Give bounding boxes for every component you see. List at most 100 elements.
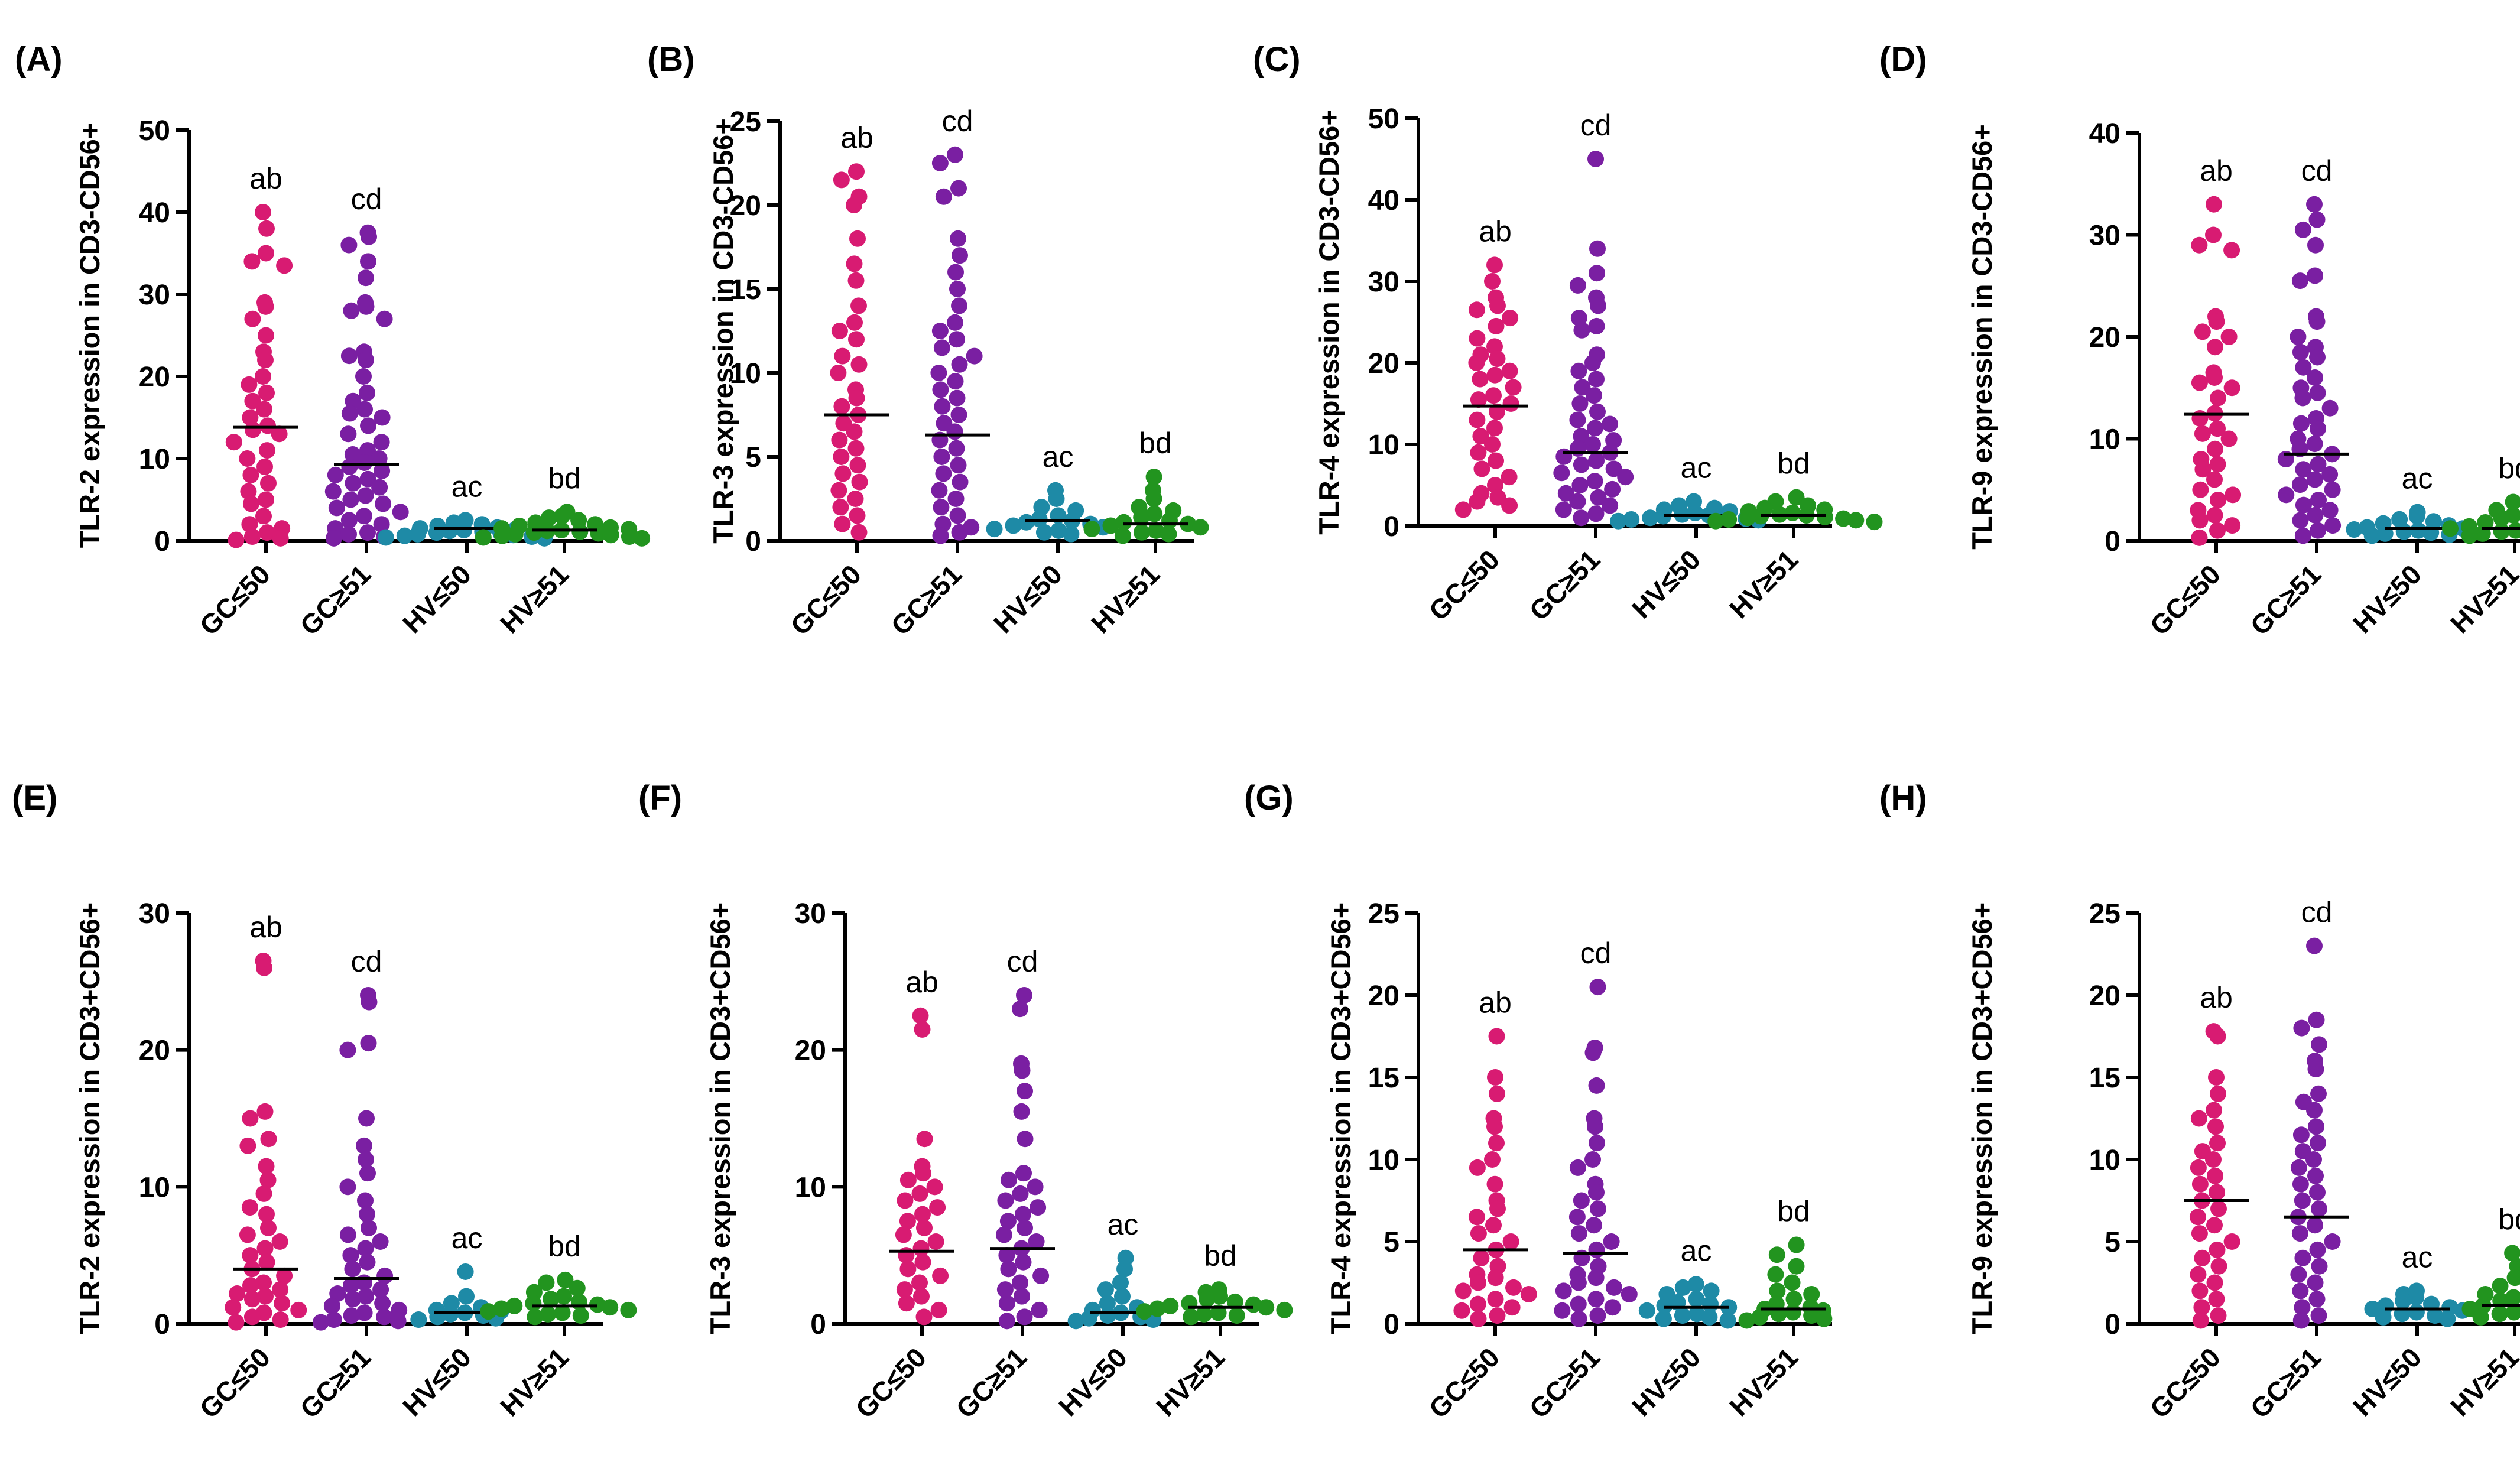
data-point [242, 1110, 259, 1127]
data-point [914, 1021, 931, 1038]
significance-letters: bd [548, 462, 581, 495]
data-point [1035, 524, 1053, 541]
data-point [1000, 1261, 1017, 1278]
data-point [2294, 1192, 2311, 1209]
data-point [242, 1277, 259, 1294]
data-point [1589, 240, 1606, 257]
data-point [410, 1311, 427, 1328]
data-point [834, 347, 851, 365]
panel-b: (B) TLR-3 expression in CD3-CD56+ 0 5 10 15 20… [647, 40, 1209, 641]
data-point [1589, 1307, 1606, 1324]
data-point [339, 1178, 356, 1196]
y-tick-label: 0 [1384, 511, 1399, 543]
data-point [241, 376, 258, 393]
data-point [1589, 265, 1605, 282]
data-point [1588, 452, 1605, 469]
y-tick-label: 20 [1368, 980, 1399, 1012]
data-point [372, 1233, 389, 1250]
data-point [1788, 1236, 1805, 1253]
data-point [998, 1247, 1015, 1264]
data-point [2191, 374, 2208, 391]
data-point [2194, 1249, 2211, 1266]
data-point [1489, 489, 1506, 506]
data-point [239, 1226, 256, 1243]
data-point [2220, 329, 2238, 345]
data-point [256, 1240, 274, 1257]
data-point [493, 527, 511, 544]
data-point [1571, 477, 1589, 493]
data-point [1112, 1274, 1129, 1291]
data-point [2189, 1209, 2206, 1226]
data-point [228, 1314, 245, 1331]
data-point [602, 1299, 619, 1316]
y-tick-label: 20 [795, 1035, 826, 1067]
data-point [1866, 514, 1883, 531]
data-point [602, 527, 619, 544]
panel-label: (F) [638, 779, 682, 817]
data-point [257, 298, 274, 315]
data-point [915, 1165, 931, 1182]
data-point [951, 524, 968, 541]
data-point [1584, 1044, 1602, 1061]
data-point [1145, 491, 1162, 507]
data-point [1276, 1301, 1293, 1318]
data-point [2194, 323, 2211, 340]
data-point [2210, 1258, 2227, 1275]
data-point [1569, 411, 1586, 428]
data-point [1470, 444, 1487, 461]
data-point [1031, 1301, 1048, 1318]
data-point [2224, 517, 2241, 534]
data-point [1571, 395, 1589, 412]
data-point [1569, 493, 1586, 510]
data-point [228, 531, 245, 548]
data-point [1501, 469, 1518, 486]
data-point [950, 407, 967, 423]
data-point [2321, 399, 2339, 417]
data-point [1816, 508, 1833, 525]
data-point [1769, 1282, 1786, 1300]
data-point [1005, 517, 1022, 534]
data-point [2205, 1151, 2222, 1168]
data-point [2206, 1274, 2223, 1291]
data-point [2308, 313, 2326, 330]
data-point [323, 1297, 340, 1314]
data-point [996, 1281, 1014, 1298]
data-point [374, 1295, 391, 1312]
data-point [1573, 1192, 1590, 1209]
data-point [1489, 350, 1506, 368]
y-tick-label: 20 [730, 190, 761, 222]
data-point [1587, 1291, 1605, 1308]
data-point [241, 1199, 258, 1216]
data-point [1489, 403, 1505, 420]
data-point [847, 491, 864, 507]
data-point [2307, 506, 2324, 524]
data-point [1115, 514, 1132, 531]
data-point [899, 1261, 917, 1278]
data-point [1590, 489, 1607, 506]
data-point [1587, 505, 1605, 522]
data-point [339, 1041, 356, 1058]
data-point [895, 1226, 912, 1243]
data-point [2439, 1310, 2456, 1327]
data-point [1012, 1185, 1029, 1202]
x-tick-label: GC≤50 [2144, 1341, 2226, 1424]
data-point [1083, 521, 1100, 538]
data-point [2190, 1110, 2207, 1127]
data-point [543, 1291, 559, 1308]
data-point [1017, 1083, 1033, 1100]
data-point [376, 1308, 393, 1326]
y-tick-label: 5 [2105, 1227, 2120, 1258]
data-point [2505, 493, 2520, 511]
data-point [374, 409, 391, 426]
data-point [1473, 1249, 1490, 1266]
data-point [950, 230, 966, 247]
data-point [1028, 1233, 1045, 1250]
panel-label: (B) [647, 40, 695, 79]
data-point [915, 1308, 933, 1326]
data-point [1655, 1310, 1672, 1327]
data-point [360, 417, 376, 434]
data-point [2208, 1069, 2225, 1086]
data-point [2311, 1036, 2327, 1053]
data-point [2294, 527, 2311, 544]
data-point [441, 522, 458, 540]
